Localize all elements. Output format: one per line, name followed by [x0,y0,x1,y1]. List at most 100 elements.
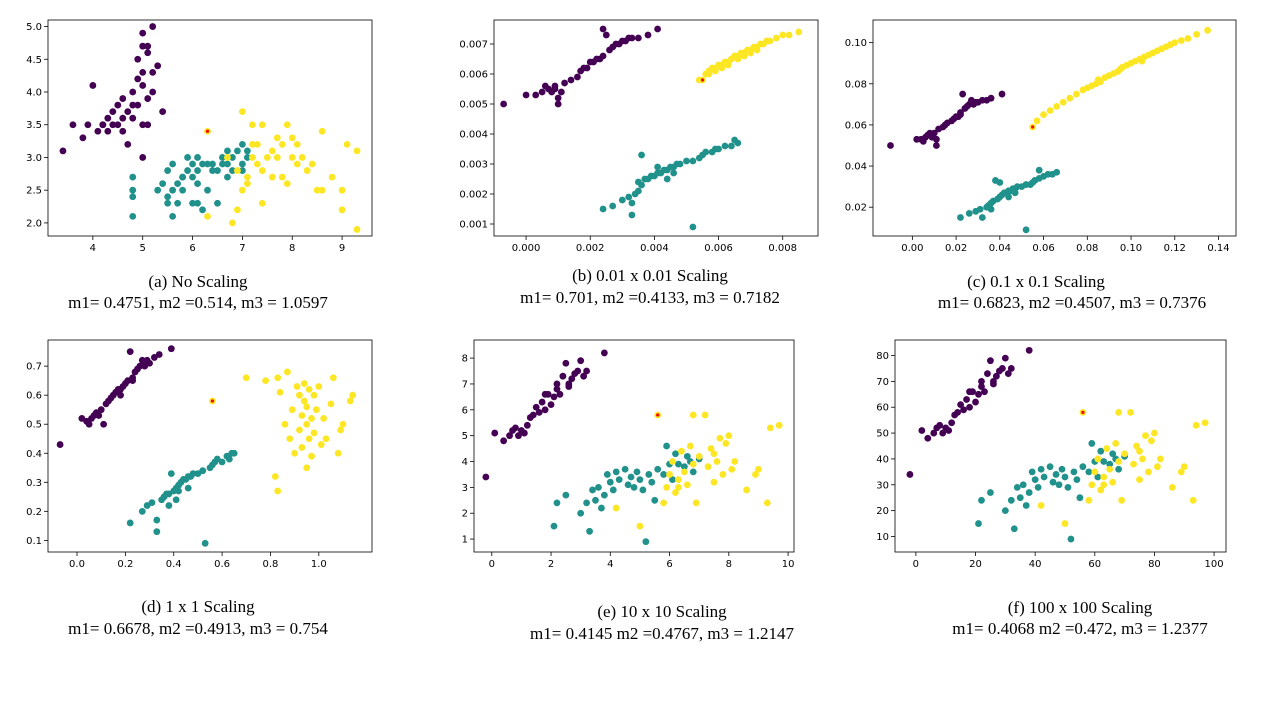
centroid-marker [700,78,705,82]
data-point [278,140,286,148]
data-point [1010,525,1018,533]
data-point [184,154,191,161]
data-point [114,121,122,129]
data-point [283,121,291,129]
data-point [1035,166,1043,174]
data-point [553,380,561,388]
data-point [718,64,726,72]
data-point [538,398,546,406]
data-point [343,140,351,148]
data-point [683,452,691,460]
data-point [253,160,261,168]
data-point [296,391,303,399]
y-tick-label: 0.006 [459,70,488,81]
data-point [675,460,682,468]
data-point [1001,354,1009,362]
data-point [258,121,266,129]
data-point [595,483,602,491]
data-point [645,471,653,478]
data-point [580,372,588,380]
data-point [731,458,739,465]
data-point [933,142,940,149]
data-point [243,147,251,155]
data-point [1079,463,1087,471]
data-point [978,214,986,221]
data-point [159,180,167,188]
data-point [189,470,197,477]
data-point [1064,483,1072,491]
data-point [676,160,684,168]
data-point [139,121,147,129]
data-point [124,140,132,148]
data-point [966,388,973,396]
data-point [618,196,626,204]
series-2 [975,440,1129,543]
data-point [1076,494,1084,502]
data-point [239,167,246,174]
data-point [721,142,729,150]
data-point [716,434,724,442]
data-point [242,374,250,382]
data-point [69,121,77,129]
data-point [987,199,995,207]
y-tick-label: 0.08 [845,79,867,90]
data-point [532,91,540,99]
data-point [704,463,712,471]
y-tick-label: 7 [462,379,468,390]
data-point [678,447,685,455]
data-point [100,420,108,428]
data-point [1067,535,1075,543]
plot-frame [493,19,819,237]
data-point [129,88,137,96]
data-point [300,397,308,405]
data-point [274,487,282,495]
data-point [941,121,949,129]
data-point [599,25,607,33]
data-point [1177,468,1185,476]
y-tick-label: 3.0 [26,153,42,164]
x-tick-label: 20 [969,559,982,570]
data-point [987,489,994,496]
chart-panel-d: 0.0 0.2 0.4 0.6 0.8 1.0 0.1 0.2 0.3 0.4 0.5 0.6 0.7 (… [26,339,373,638]
chart-panel-c: 0.00 0.02 0.04 0.06 0.08 0.10 0.12 0.14 0.02 0.04… [845,19,1237,312]
chart-metrics: m1= 0.701, m2 =0.4133, m3 = 0.7182 [520,288,780,307]
data-point [924,434,932,442]
data-point [167,345,175,353]
data-point [164,167,172,174]
data-point [577,357,585,365]
data-point [1049,478,1057,486]
data-point [308,452,315,460]
data-point [1070,468,1078,476]
data-point [551,85,559,93]
data-point [274,374,282,382]
data-point [628,34,636,42]
x-tick-label: 0.04 [989,243,1011,254]
data-point [337,426,344,434]
data-point [541,406,549,414]
data-point [634,187,642,195]
data-point [719,471,727,478]
y-tick-label: 0.7 [26,362,42,373]
data-point [984,370,991,378]
x-tick-label: 0 [489,559,495,570]
data-point [1007,365,1015,372]
data-point [939,429,947,437]
y-tick-label: 0.2 [26,507,42,518]
data-point [1193,31,1201,38]
data-point [184,484,192,492]
data-point [139,82,147,89]
data-point [209,160,216,168]
data-point [95,412,103,419]
x-tick-label: 10 [782,559,795,570]
data-point [179,186,186,194]
x-tick-label: 60 [1088,559,1101,570]
x-tick-label: 6 [189,243,195,254]
data-point [775,421,783,429]
data-point [204,160,211,168]
data-point [1139,455,1146,463]
data-point [172,496,180,504]
data-point [1001,507,1009,515]
data-point [586,527,593,535]
data-point [621,465,629,473]
plot-frame [473,339,795,553]
